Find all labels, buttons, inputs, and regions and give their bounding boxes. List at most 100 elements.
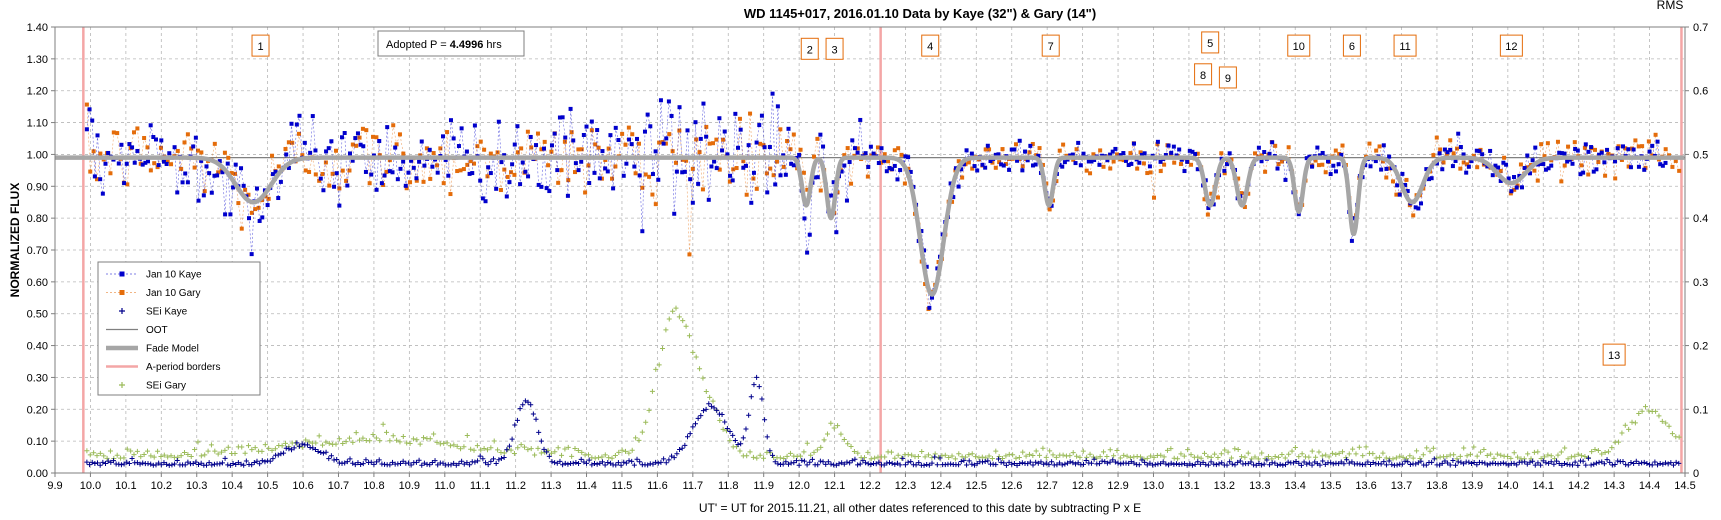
- sei-kaye-point: [315, 449, 321, 455]
- y2-tick-label: 0.2: [1693, 341, 1708, 353]
- sei-gary-point: [525, 447, 531, 453]
- sei-gary-point: [690, 349, 696, 355]
- sei-kaye-point: [597, 460, 603, 466]
- gary-flux-point: [1441, 160, 1446, 165]
- sei-gary-point: [259, 448, 265, 454]
- sei-kaye-point: [485, 462, 491, 468]
- sei-gary-point: [663, 327, 669, 333]
- kaye-flux-point: [1650, 143, 1655, 148]
- gary-flux-point: [1465, 162, 1470, 167]
- sei-kaye-point: [1195, 459, 1201, 465]
- kaye-flux-point: [688, 177, 693, 182]
- sei-gary-point: [1292, 445, 1298, 451]
- sei-gary-point: [1175, 456, 1181, 462]
- gary-flux-point: [226, 155, 231, 160]
- gary-flux-point: [640, 185, 645, 190]
- gary-flux-point: [1337, 151, 1342, 156]
- kaye-flux-point: [1522, 166, 1527, 171]
- sei-kaye-point: [100, 459, 106, 465]
- kaye-flux-point: [1147, 164, 1152, 169]
- sei-kaye-point: [1639, 460, 1645, 466]
- kaye-flux-point: [807, 232, 812, 237]
- kaye-flux-point: [1076, 140, 1081, 145]
- sei-kaye-point: [727, 429, 733, 435]
- sei-gary-point: [1400, 454, 1406, 460]
- gary-flux-point: [1259, 153, 1264, 158]
- sei-kaye-point: [137, 461, 143, 467]
- sei-kaye-point: [1540, 458, 1546, 464]
- sei-gary-point: [1164, 447, 1170, 453]
- sei-gary-point: [1360, 453, 1366, 459]
- sei-kaye-point: [1625, 462, 1631, 468]
- sei-gary-point: [138, 454, 144, 460]
- sei-gary-point: [750, 454, 756, 460]
- kaye-flux-point: [698, 136, 703, 141]
- gary-flux-point: [377, 153, 382, 158]
- kaye-flux-point: [818, 132, 823, 137]
- kaye-flux-point: [786, 126, 791, 131]
- sei-kaye-point: [998, 459, 1004, 465]
- sei-kaye-point: [916, 460, 922, 466]
- chart-title: WD 1145+017, 2016.01.10 Data by Kaye (32…: [744, 6, 1096, 21]
- sei-kaye-point: [1280, 462, 1286, 468]
- sei-kaye-point: [863, 460, 869, 466]
- sei-gary-point: [1377, 454, 1383, 460]
- sei-gary-point: [1653, 408, 1659, 414]
- sei-kaye-point: [1160, 459, 1166, 465]
- sei-kaye-point: [1503, 461, 1509, 467]
- x-tick-label: 14.4: [1639, 480, 1660, 492]
- kaye-flux-point: [1480, 152, 1485, 157]
- annotation-label: 4: [927, 41, 933, 53]
- legend-swatch-plus: [119, 308, 125, 314]
- sei-kaye-point: [690, 424, 696, 430]
- kaye-flux-point: [1310, 164, 1315, 169]
- x-tick-label: 10.0: [80, 480, 101, 492]
- sei-kaye-point: [84, 459, 90, 465]
- sei-kaye-point: [217, 461, 223, 467]
- sei-gary-point: [303, 437, 309, 443]
- kaye-flux-point: [443, 157, 448, 162]
- kaye-flux-point: [180, 180, 185, 185]
- x-tick-label: 14.5: [1674, 480, 1695, 492]
- kaye-flux-point: [1461, 152, 1466, 157]
- sei-kaye-point: [1264, 457, 1270, 463]
- kaye-flux-point: [302, 140, 307, 145]
- kaye-flux-point: [613, 125, 618, 130]
- sei-gary-point: [1245, 450, 1251, 456]
- kaye-flux-point: [658, 98, 663, 103]
- gary-flux-point: [633, 171, 638, 176]
- kaye-flux-point: [337, 203, 342, 208]
- sei-kaye-point: [1569, 462, 1575, 468]
- kaye-flux-point: [422, 163, 427, 168]
- gary-flux-point: [741, 159, 746, 164]
- kaye-flux-point: [709, 164, 714, 169]
- sei-kaye-point: [552, 460, 558, 466]
- kaye-flux-point: [690, 200, 695, 205]
- kaye-flux-point: [379, 181, 384, 186]
- sei-gary-point: [949, 453, 955, 459]
- sei-gary-point: [1077, 454, 1083, 460]
- kaye-flux-point: [1092, 158, 1097, 163]
- gary-flux-point: [1391, 179, 1396, 184]
- sei-kaye-point: [557, 458, 563, 464]
- sei-gary-point: [1003, 453, 1009, 459]
- sei-kaye-point: [993, 462, 999, 468]
- sei-kaye-point: [703, 406, 709, 412]
- kaye-flux-point: [1642, 167, 1647, 172]
- sei-kaye-point: [1572, 459, 1578, 465]
- sei-kaye-point: [828, 461, 834, 467]
- kaye-flux-point: [1259, 159, 1264, 164]
- sei-gary-point: [373, 435, 379, 441]
- gary-flux-point: [1673, 158, 1678, 163]
- kaye-flux-point: [1488, 148, 1493, 153]
- sei-kaye-point: [435, 462, 441, 468]
- sei-kaye-point: [1506, 462, 1512, 468]
- kaye-flux-point: [924, 264, 929, 269]
- kaye-flux-point: [496, 119, 501, 124]
- x-tick-label: 10.4: [221, 480, 242, 492]
- sei-kaye-point: [1245, 461, 1251, 467]
- sei-kaye-point: [1562, 461, 1568, 467]
- kaye-flux-point: [1009, 147, 1014, 152]
- kaye-flux-point: [499, 160, 504, 165]
